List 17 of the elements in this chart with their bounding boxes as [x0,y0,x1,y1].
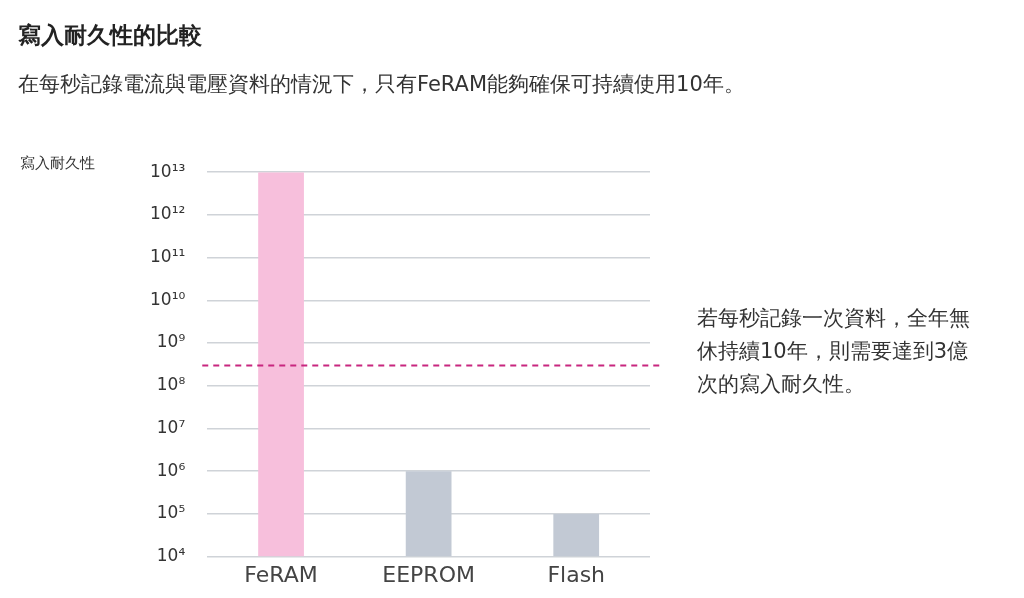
x-tick-label: EEPROM [382,561,475,587]
y-tick-label: 10¹⁰ [150,288,186,309]
y-tick-label: 10⁶ [156,459,186,480]
chart-subtitle: 在每秒記錄電流與電壓資料的情況下，只有FeRAM能夠確保可持續使用10年。 [18,71,745,98]
y-tick-label: 10⁷ [156,416,186,437]
y-tick-label: 10⁸ [156,374,186,395]
x-tick-label: Flash [547,561,606,587]
y-tick-label: 10¹² [150,203,186,224]
y-tick-label: 10⁹ [156,331,186,352]
y-tick-label: 10⁴ [156,545,186,566]
y-tick-label: 10¹¹ [150,246,186,267]
chart-title: 寫入耐久性的比較 [18,21,202,50]
y-tick-label: 10¹³ [150,160,186,181]
y-axis-title: 寫入耐久性 [20,154,95,173]
x-tick-label: FeRAM [244,561,318,587]
y-tick-label: 10⁵ [156,502,186,523]
text: 若每秒記錄一次資料，全年無休持續10年，則需要達到3億次的寫入耐久性。 [697,305,971,398]
